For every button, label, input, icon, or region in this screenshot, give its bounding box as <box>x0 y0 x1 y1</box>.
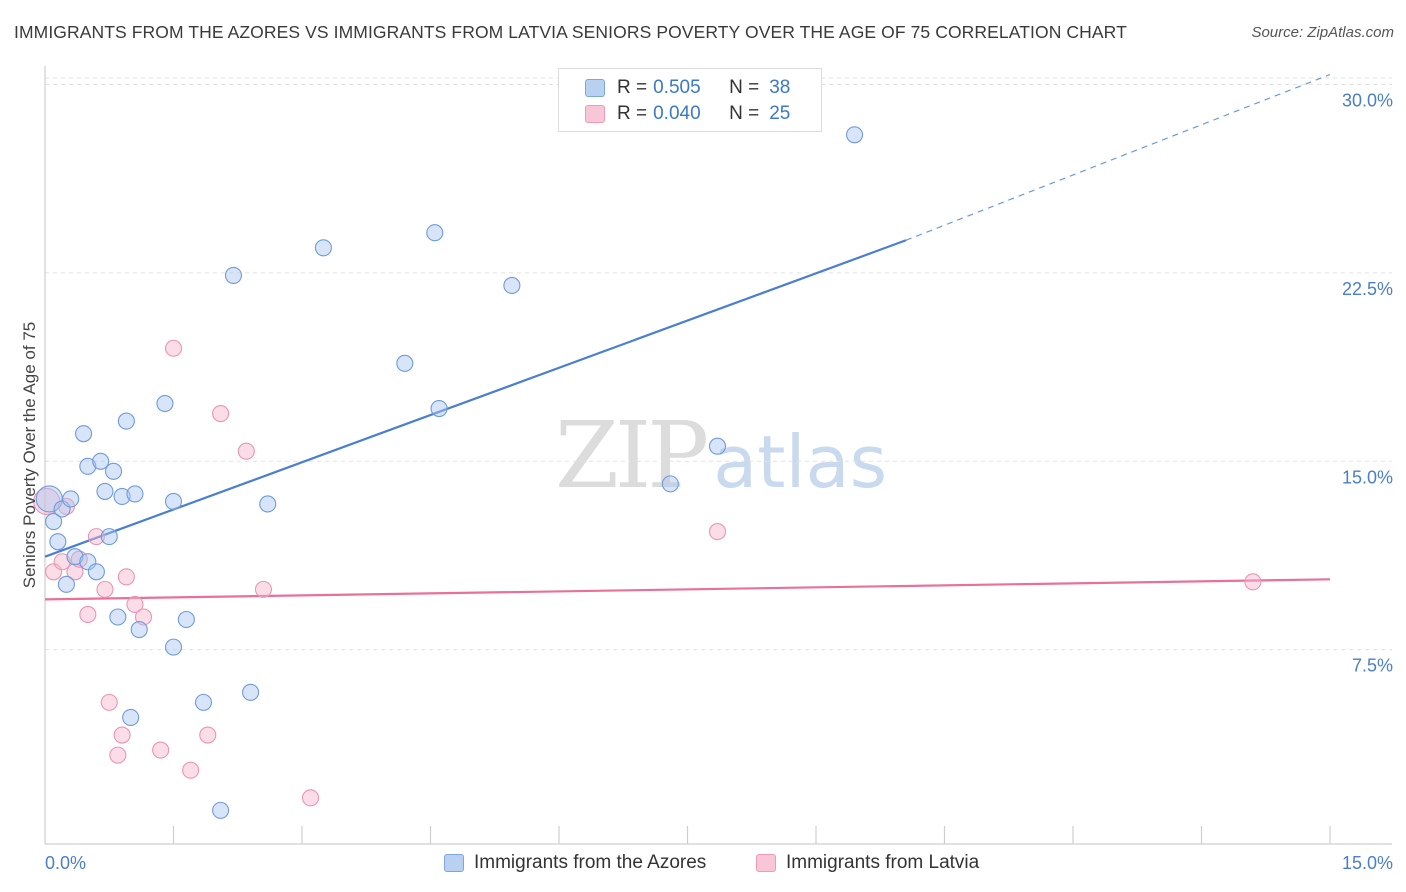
legend-r-label: R = <box>617 103 648 124</box>
azores-trend-extension <box>905 73 1331 241</box>
latvia-point <box>109 746 127 764</box>
latvia-trend-line <box>44 578 1331 601</box>
latvia-point <box>100 693 118 711</box>
azores-point <box>164 638 183 656</box>
latvia-point <box>79 605 97 624</box>
correlation-legend: R = 0.505 N = 38 R = 0.040 N = 25 <box>558 68 822 132</box>
azores-point <box>117 412 135 430</box>
latvia-point <box>708 523 727 541</box>
azores-point <box>75 425 93 443</box>
azores-point <box>57 575 75 593</box>
azores-point <box>122 708 140 726</box>
azores-point <box>430 399 448 418</box>
azores-point <box>503 276 521 295</box>
watermark-zip: ZIP <box>555 402 709 509</box>
latvia-point <box>1244 573 1262 591</box>
azores-swatch <box>585 79 605 97</box>
y-tick-label: 30.0% <box>1342 91 1393 111</box>
data-points <box>33 126 1262 819</box>
azores-point <box>100 528 118 546</box>
legend-row-azores: R = 0.505 N = 38 <box>585 75 790 101</box>
legend-item-latvia: Immigrants from Latvia <box>756 852 979 874</box>
legend-r-value: 0.505 <box>653 77 701 98</box>
azores-point <box>177 610 195 629</box>
latvia-point <box>182 761 200 779</box>
latvia-point <box>199 726 217 744</box>
azores-legend-label: Immigrants from the Azores <box>474 852 707 873</box>
latvia-legend-label: Immigrants from Latvia <box>786 852 980 873</box>
latvia-point <box>164 339 183 357</box>
azores-point <box>212 801 230 819</box>
azores-point <box>242 683 260 701</box>
legend-n-value: 25 <box>769 103 791 124</box>
latvia-point <box>117 568 135 586</box>
azores-point <box>66 548 84 566</box>
azores-point <box>113 487 131 505</box>
azores-point <box>164 492 183 511</box>
series-legend: Immigrants from the Azores Immigrants fr… <box>0 852 1406 878</box>
x-tick-label: 15.0% <box>1342 853 1393 873</box>
azores-trend-line <box>44 239 907 558</box>
azores-legend-swatch <box>444 854 464 872</box>
latvia-point <box>53 553 71 571</box>
latvia-point <box>254 580 273 598</box>
azores-point <box>45 513 63 531</box>
legend-r-value: 0.040 <box>653 103 701 124</box>
legend-n-label: N = <box>729 77 760 98</box>
azores-point <box>79 457 97 475</box>
azores-point <box>845 126 864 144</box>
watermark-atlas: atlas <box>713 420 888 504</box>
legend-n-label: N = <box>729 103 760 124</box>
azores-point <box>92 452 110 470</box>
legend-item-azores: Immigrants from the Azores <box>444 852 706 874</box>
trend-lines <box>44 73 1331 601</box>
chart-title: IMMIGRANTS FROM THE AZORES VS IMMIGRANTS… <box>14 22 1127 42</box>
x-tick-label: 0.0% <box>45 853 86 873</box>
tick-labels: 7.5% 15.0% 22.5% 30.0% 0.0% 15.0% <box>45 91 1393 873</box>
axes <box>44 66 1392 845</box>
y-tick-label: 15.0% <box>1342 467 1393 487</box>
azores-point <box>126 485 144 503</box>
y-axis-label: Seniors Poverty Over the Age of 75 <box>20 321 39 589</box>
azores-point <box>104 462 123 480</box>
azores-point <box>49 533 67 551</box>
source-credit: Source: ZipAtlas.com <box>1251 24 1394 41</box>
legend-n-value: 38 <box>769 77 791 98</box>
gridlines <box>45 77 1392 651</box>
azores-point <box>194 693 213 711</box>
azores-point <box>708 437 727 455</box>
latvia-point <box>113 726 131 744</box>
latvia-point <box>87 528 105 546</box>
latvia-point <box>237 442 255 460</box>
watermark: ZIP atlas <box>555 402 887 509</box>
azores-point <box>396 354 414 372</box>
azores-point <box>156 394 174 413</box>
latvia-swatch <box>585 105 605 123</box>
azores-point <box>87 563 105 581</box>
legend-row-latvia: R = 0.040 N = 25 <box>585 101 790 127</box>
y-tick-label: 22.5% <box>1342 279 1393 299</box>
latvia-legend-swatch <box>756 854 776 872</box>
y-tick-label: 7.5% <box>1352 656 1393 676</box>
azores-point <box>426 224 444 242</box>
azores-point <box>130 620 148 639</box>
azores-point <box>62 490 80 508</box>
latvia-point <box>302 789 320 807</box>
legend-r-label: R = <box>617 77 648 98</box>
azores-point <box>109 608 127 626</box>
latvia-point <box>126 595 144 613</box>
latvia-point <box>152 741 170 759</box>
azores-point <box>224 266 243 284</box>
latvia-point <box>96 580 114 598</box>
latvia-point <box>66 563 84 581</box>
azores-point <box>96 482 114 500</box>
azores-point <box>259 495 277 513</box>
latvia-point <box>134 608 153 626</box>
azores-point <box>661 475 679 493</box>
azores-point <box>314 239 332 257</box>
latvia-point <box>212 405 230 423</box>
